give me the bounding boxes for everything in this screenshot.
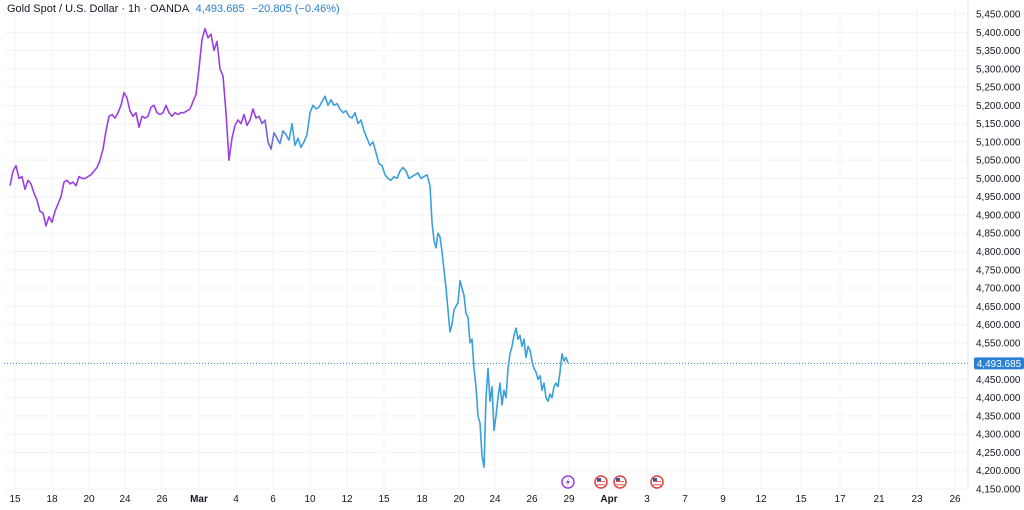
x-tick-label: 10 — [304, 494, 316, 505]
y-tick-label: 4,900.000 — [976, 210, 1021, 221]
y-tick-label: 4,200.000 — [976, 466, 1021, 477]
x-tick-label: 6 — [270, 494, 276, 505]
x-tick-label: 24 — [489, 494, 501, 505]
event-markers — [561, 475, 664, 489]
y-tick-label: 4,350.000 — [976, 411, 1021, 422]
x-tick-label: 26 — [526, 494, 538, 505]
x-tick-label: 24 — [119, 494, 131, 505]
current-price-tag-label: 4,493.685 — [977, 359, 1022, 370]
x-tick-label: 20 — [453, 494, 465, 505]
x-tick-label: Mar — [190, 494, 208, 505]
y-tick-label: 4,800.000 — [976, 247, 1021, 258]
chart-header: Gold Spot / U.S. Dollar · 1h · OANDA 4,4… — [7, 3, 340, 15]
header-change: −20.805 (−0.46%) — [251, 3, 340, 15]
current-price-tag — [974, 357, 1024, 370]
x-tick-label: 12 — [755, 494, 767, 505]
x-tick-label: 21 — [873, 494, 885, 505]
x-tick-label: 17 — [834, 494, 846, 505]
y-tick-label: 5,050.000 — [976, 156, 1021, 167]
x-tick-label: 12 — [341, 494, 353, 505]
x-tick-label: 20 — [83, 494, 95, 505]
y-tick-label: 4,150.000 — [976, 485, 1021, 496]
x-tick-label: Apr — [600, 494, 617, 505]
series-layer — [9, 27, 569, 468]
x-tick-label: 7 — [682, 494, 688, 505]
x-axis: 15 18 20 24 26 Mar 4 6 10 12 15 18 20 24 26 29 Apr 3 7 9 12 1… — [9, 494, 961, 505]
y-tick-label: 5,350.000 — [976, 46, 1021, 57]
header-price: 4,493.685 — [195, 3, 245, 15]
x-tick-label: 26 — [949, 494, 961, 505]
us-flag-icon[interactable] — [650, 475, 664, 489]
y-tick-label: 5,300.000 — [976, 64, 1021, 75]
x-tick-label: 26 — [156, 494, 168, 505]
y-tick-label: 4,250.000 — [976, 448, 1021, 459]
y-tick-label: 4,850.000 — [976, 229, 1021, 240]
y-tick-label: 4,750.000 — [976, 265, 1021, 276]
y-tick-label: 5,450.000 — [976, 10, 1021, 21]
y-tick-label: 5,400.000 — [976, 28, 1021, 39]
x-tick-label: 4 — [233, 494, 239, 505]
y-tick-label: 5,200.000 — [976, 101, 1021, 112]
chart-title: Gold Spot / U.S. Dollar · 1h · OANDA — [7, 3, 189, 15]
y-tick-label: 4,950.000 — [976, 192, 1021, 203]
y-tick-label: 4,450.000 — [976, 375, 1021, 386]
y-axis: 5,450.000 5,400.000 5,350.000 5,300.000 5,25… — [967, 0, 1021, 496]
y-tick-label: 5,150.000 — [976, 119, 1021, 130]
x-tick-label: 29 — [563, 494, 575, 505]
y-tick-label: 4,600.000 — [976, 320, 1021, 331]
y-tick-label: 4,550.000 — [976, 338, 1021, 349]
grid-layer — [4, 8, 968, 490]
y-tick-label: 5,250.000 — [976, 83, 1021, 94]
x-tick-label: 23 — [911, 494, 923, 505]
us-flag-icon[interactable] — [613, 475, 627, 489]
x-tick-label: 15 — [795, 494, 807, 505]
y-tick-label: 4,650.000 — [976, 302, 1021, 313]
x-tick-label: 18 — [46, 494, 58, 505]
lightning-icon[interactable] — [561, 475, 575, 489]
x-tick-label: 15 — [378, 494, 390, 505]
x-tick-label: 3 — [644, 494, 650, 505]
x-tick-label: 15 — [9, 494, 21, 505]
y-tick-label: 4,400.000 — [976, 393, 1021, 404]
price-series-line — [9, 27, 569, 468]
price-tag-layer: 4,493.685 — [974, 357, 1024, 370]
x-tick-label: 18 — [416, 494, 428, 505]
y-tick-label: 5,100.000 — [976, 137, 1021, 148]
y-tick-label: 5,000.000 — [976, 174, 1021, 185]
x-tick-label: 9 — [720, 494, 726, 505]
y-tick-label: 4,700.000 — [976, 284, 1021, 295]
us-flag-icon[interactable] — [594, 475, 608, 489]
y-tick-label: 4,300.000 — [976, 430, 1021, 441]
